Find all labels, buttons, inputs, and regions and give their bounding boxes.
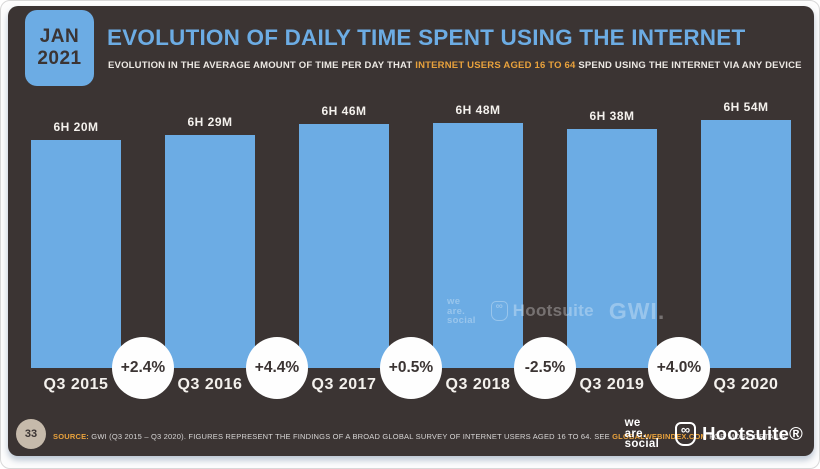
change-percent-badge: +4.4% [246,337,308,399]
date-year: 2021 [37,48,82,69]
wm-hootsuite-text: Hootsuite [512,301,594,321]
source-note: SOURCE: GWI (Q3 2015 – Q3 2020). FIGURES… [53,432,788,441]
logo-are: are. [624,427,647,440]
footer-logos: we are. social ∞ Hootsuite® [625,418,803,450]
slide-card: JAN 2021 EVOLUTION OF DAILY TIME SPENT U… [8,6,814,456]
bar [31,140,121,368]
we-are-social-watermark: we are. social [447,297,476,326]
wm-social: social [447,315,476,326]
bar-chart: 6H 20M Q3 2015 6H 29M Q3 2016 6H 46M Q3 2017 6… [31,6,791,456]
bar [567,129,657,368]
date-badge: JAN 2021 [25,10,94,86]
bar [165,135,255,368]
source-text-1: GWI (Q3 2015 – Q3 2020). FIGURES REPRESE… [89,432,613,441]
change-percent-badge: +2.4% [112,337,174,399]
change-percent-badge: +4.0% [648,337,710,399]
gwi-watermark: GWI. [608,297,666,324]
page-subtitle: EVOLUTION IN THE AVERAGE AMOUNT OF TIME … [108,60,802,71]
logo-we: we [624,417,641,429]
bar-value-label: 6H 38M [589,109,635,123]
subtitle-suffix: SPEND USING THE INTERNET VIA ANY DEVICE [575,60,802,71]
bar-value-label: 6H 20M [53,120,99,134]
bar-category-label: Q3 2018 [445,376,511,393]
bar [299,124,389,368]
bar-category-label: Q3 2020 [713,376,779,393]
date-month: JAN [39,26,80,47]
page-title: EVOLUTION OF DAILY TIME SPENT USING THE … [107,25,746,50]
subtitle-prefix: EVOLUTION IN THE AVERAGE AMOUNT OF TIME … [108,60,416,71]
subtitle-highlight: INTERNET USERS AGED 16 TO 64 [415,60,576,71]
logo-social: social [624,438,660,450]
hootsuite-logo: ∞ Hootsuite® [675,421,803,446]
bar-category-label: Q3 2017 [311,376,377,393]
bar [701,120,791,368]
hootsuite-watermark: ∞ Hootsuite [490,301,594,322]
change-percent-badge: +0.5% [380,337,442,399]
source-label: SOURCE: [53,432,89,441]
we-are-social-logo: we are. social [625,418,659,450]
bar-value-label: 6H 29M [187,115,233,129]
bar-category-label: Q3 2015 [43,376,109,393]
bar-value-label: 6H 48M [455,103,501,117]
source-link[interactable]: GLOBALWEBINDEX.COM [612,432,707,441]
bar-value-label: 6H 46M [321,104,367,118]
bar-value-label: 6H 54M [723,100,769,114]
wm-we: we [447,296,461,307]
hootsuite-owl-icon: ∞ [490,301,508,322]
bar [433,123,523,368]
bar-category-label: Q3 2019 [579,376,645,393]
logo-hootsuite-text: Hootsuite® [702,422,803,444]
page-number: 33 [24,428,38,440]
wm-are: are. [447,305,466,317]
watermark: we are. social ∞ Hootsuite GWI. [447,297,665,326]
bar-category-label: Q3 2016 [177,376,243,393]
hootsuite-owl-icon: ∞ [675,421,697,446]
source-text-2: FOR MORE DETAILS. [706,432,788,441]
page-number-badge: 33 [16,419,46,449]
change-percent-badge: -2.5% [514,337,576,399]
